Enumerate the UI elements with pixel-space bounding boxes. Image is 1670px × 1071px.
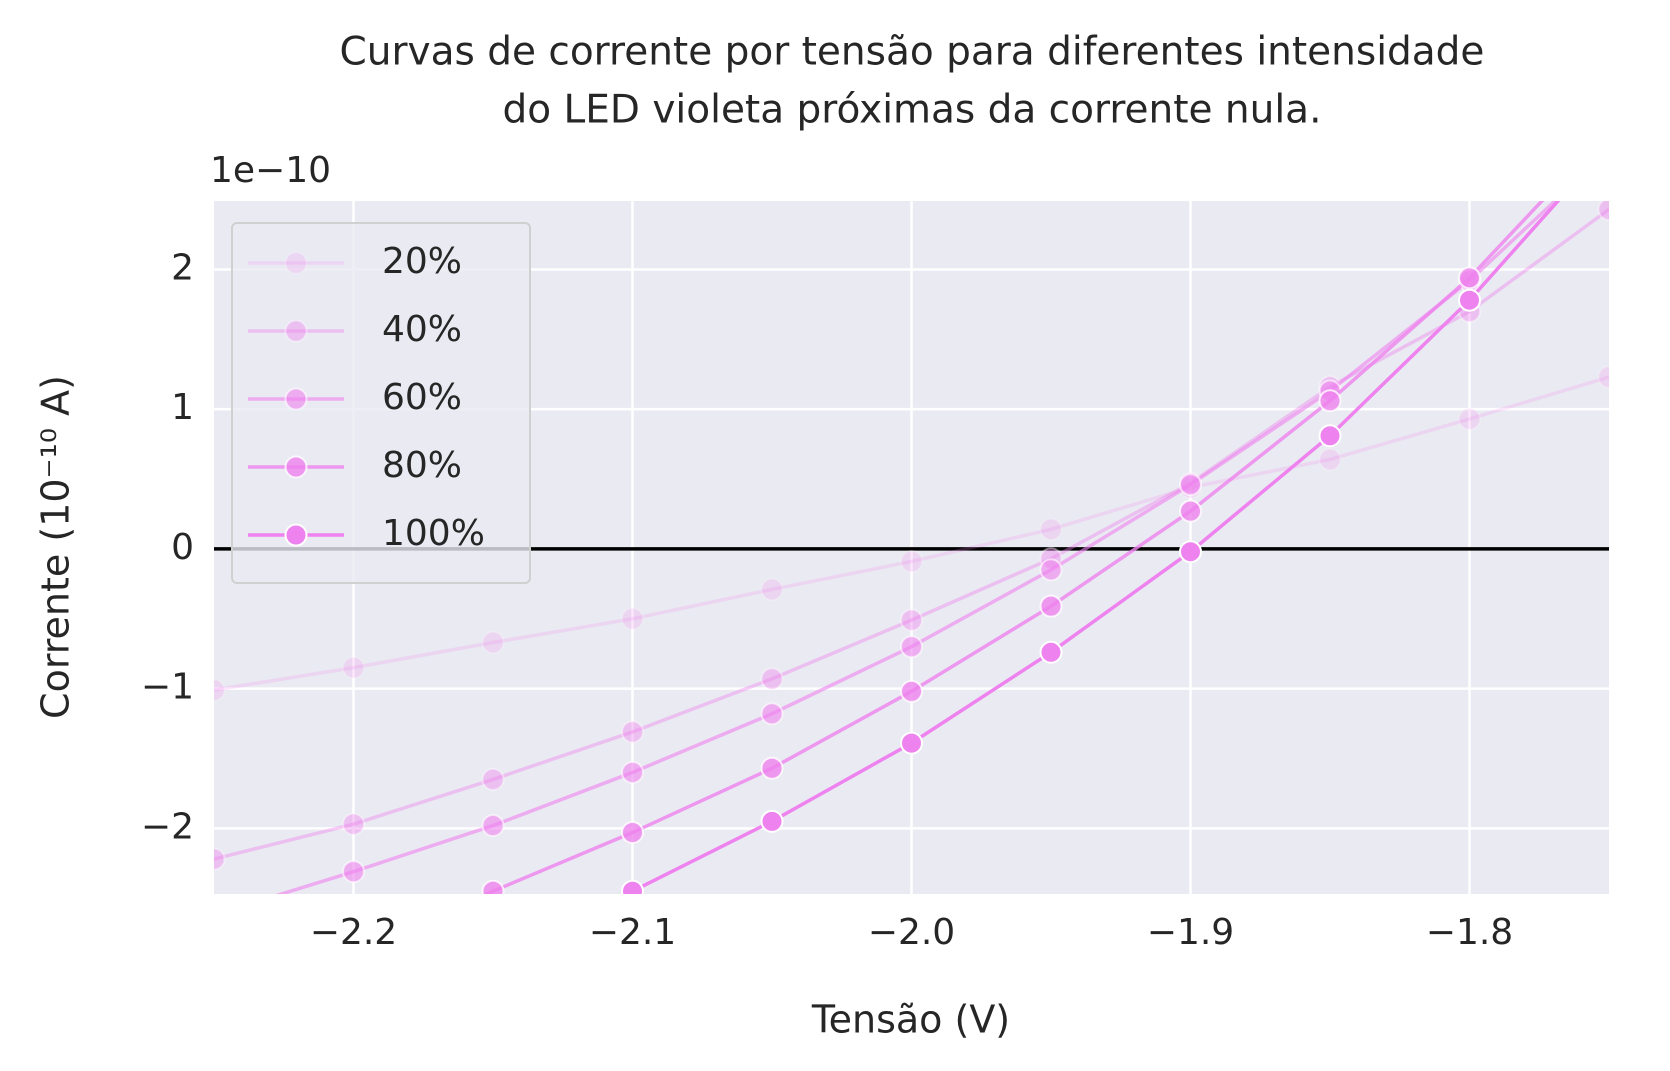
x-tick-label: −1.9 (1147, 912, 1234, 953)
data-point (214, 678, 226, 702)
data-point (621, 720, 644, 744)
legend-marker (284, 523, 308, 547)
data-point (1039, 594, 1063, 618)
data-point (900, 608, 923, 632)
data-point (1318, 389, 1342, 413)
legend-marker (284, 455, 308, 479)
x-tick-label: −2.1 (589, 912, 676, 953)
data-point (342, 860, 365, 884)
legend-label: 100% (382, 513, 485, 554)
legend-marker (284, 387, 308, 411)
data-point (1599, 133, 1620, 154)
x-tick-label: −2.2 (310, 912, 397, 953)
data-point (481, 631, 505, 655)
data-point (1179, 540, 1202, 564)
data-point (760, 577, 784, 601)
y-tick-label: 1 (171, 387, 194, 428)
legend-label: 20% (382, 241, 462, 282)
data-point (1179, 473, 1202, 497)
data-point (1318, 447, 1342, 471)
data-point (900, 635, 923, 659)
data-point (1599, 140, 1620, 161)
data-point (1458, 266, 1481, 290)
data-point (900, 549, 923, 573)
chart-title: do LED violeta próximas da corrente nula… (503, 88, 1322, 133)
data-point (481, 879, 505, 894)
data-point (1039, 640, 1063, 664)
legend: 20% 40% 60% 80% 100% (231, 222, 531, 584)
data-point (1039, 517, 1063, 541)
legend-label: 60% (382, 377, 462, 418)
data-point (621, 760, 644, 784)
legend-box (231, 222, 531, 584)
data-point (621, 607, 644, 631)
data-point (483, 944, 504, 965)
data-point (760, 667, 784, 691)
data-point (760, 809, 784, 833)
offset-label: 1e−10 (210, 150, 331, 191)
y-axis-label: Corrente (10⁻¹⁰ A) (34, 375, 78, 719)
data-point (342, 656, 365, 680)
legend-marker (284, 251, 308, 275)
data-point (760, 702, 784, 726)
y-tick-label: 0 (171, 527, 194, 568)
data-point (342, 812, 365, 836)
data-point (621, 879, 644, 894)
data-point (900, 731, 923, 755)
data-point (1039, 558, 1063, 582)
y-tick-label: −2 (141, 806, 194, 847)
data-point (481, 814, 505, 838)
legend-label: 80% (382, 445, 462, 486)
series-line (214, 375, 1609, 692)
data-point (900, 679, 923, 703)
data-point (1179, 499, 1202, 523)
x-axis-label: Tensão (V) (811, 998, 1010, 1042)
y-tick-label: −1 (141, 667, 194, 708)
x-tick-label: −1.8 (1426, 912, 1513, 953)
data-point (343, 1013, 364, 1034)
data-point (1597, 201, 1609, 221)
chart-title: Curvas de corrente por tensão para difer… (340, 30, 1485, 75)
data-point (214, 847, 226, 871)
x-tick-label: −2.0 (868, 912, 955, 953)
data-point (1458, 288, 1481, 312)
y-tick-label: 2 (171, 247, 194, 288)
data-point (760, 756, 784, 780)
data-point (1599, 119, 1620, 140)
legend-label: 40% (382, 309, 462, 350)
data-point (481, 767, 505, 791)
data-point (621, 821, 644, 845)
data-point (1318, 424, 1342, 448)
data-point (1458, 407, 1481, 431)
legend-marker (284, 319, 308, 343)
data-point (204, 1013, 225, 1034)
plot-area (204, 119, 1620, 1034)
data-point (204, 904, 225, 925)
data-point (1597, 365, 1609, 389)
